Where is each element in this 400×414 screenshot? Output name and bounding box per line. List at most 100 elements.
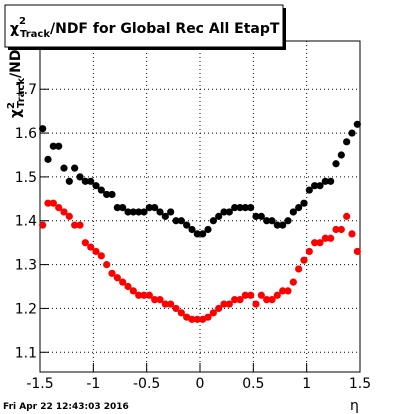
- data-point: [97, 252, 105, 260]
- data-point: [81, 177, 89, 185]
- data-point: [65, 177, 73, 185]
- data-point: [231, 296, 239, 304]
- data-point: [140, 291, 148, 299]
- data-point: [135, 208, 143, 216]
- data-point: [305, 247, 313, 256]
- footer-date: Fri Apr 22 12:43:03 2016: [3, 402, 129, 412]
- data-point: [343, 138, 351, 146]
- data-point: [199, 230, 207, 238]
- data-point: [268, 217, 276, 225]
- x-tick-label: 1: [302, 376, 311, 392]
- data-point: [108, 269, 116, 277]
- data-point: [119, 278, 127, 286]
- data-point: [55, 142, 63, 150]
- data-point: [305, 186, 313, 194]
- data-point: [300, 199, 308, 207]
- data-point: [113, 203, 121, 212]
- data-point: [300, 256, 308, 264]
- x-tick-label: 1.5: [349, 376, 371, 392]
- data-point: [177, 217, 185, 225]
- data-point: [348, 230, 356, 238]
- data-point: [220, 300, 228, 308]
- data-point: [71, 164, 79, 172]
- data-point: [252, 300, 260, 308]
- data-point: [204, 225, 212, 234]
- data-point: [247, 203, 255, 212]
- data-point: [167, 208, 175, 216]
- data-point: [129, 208, 137, 216]
- x-tick-label: -1: [86, 376, 100, 392]
- chart-title: χ2 Track/NDF for Global Rec All EtapT: [10, 16, 280, 40]
- data-point: [140, 208, 148, 216]
- data-point: [257, 212, 265, 220]
- data-point: [337, 225, 345, 234]
- data-point: [113, 274, 121, 282]
- data-point: [188, 315, 196, 323]
- data-point: [209, 217, 217, 225]
- data-point: [60, 164, 68, 172]
- data-point: [343, 212, 351, 220]
- data-point: [119, 203, 127, 212]
- data-point: [97, 186, 105, 194]
- data-point: [241, 203, 249, 212]
- data-point: [145, 291, 153, 299]
- data-point: [177, 309, 185, 317]
- data-point: [172, 304, 180, 313]
- data-point: [289, 208, 297, 216]
- title-box: [4, 4, 284, 48]
- data-point: [103, 190, 111, 199]
- x-tick-label: -1.5: [26, 376, 53, 392]
- data-point: [167, 300, 175, 308]
- data-point: [44, 155, 52, 163]
- data-point: [337, 151, 345, 159]
- data-point: [49, 199, 57, 207]
- y-tick-label: 1.7: [15, 82, 37, 98]
- data-point: [353, 247, 361, 256]
- data-point: [311, 239, 319, 247]
- data-point: [263, 217, 271, 225]
- data-point: [236, 203, 244, 212]
- data-point: [353, 120, 361, 128]
- y-tick-label: 1.6: [15, 126, 37, 142]
- data-point: [151, 296, 159, 304]
- data-point: [108, 190, 116, 199]
- data-point: [124, 282, 132, 291]
- data-point: [225, 208, 233, 216]
- data-point: [60, 208, 68, 216]
- x-tick-label: -0.5: [133, 376, 160, 392]
- data-point: [39, 125, 47, 133]
- data-point: [204, 313, 212, 321]
- data-point: [284, 287, 292, 295]
- data-point: [135, 291, 143, 299]
- data-point: [284, 217, 292, 225]
- data-point: [81, 239, 89, 247]
- data-point: [273, 221, 281, 229]
- y-tick-label: 1.3: [15, 258, 37, 274]
- data-point: [268, 296, 276, 304]
- y-tick-label: 1.2: [15, 301, 37, 317]
- y-tick-label: 1.4: [15, 214, 37, 230]
- data-point: [316, 182, 324, 190]
- data-point: [44, 199, 52, 207]
- data-point: [257, 291, 265, 299]
- data-point: [225, 300, 233, 308]
- data-point: [236, 296, 244, 304]
- data-point: [193, 230, 201, 238]
- data-point: [209, 309, 217, 317]
- data-point: [252, 212, 260, 220]
- data-point: [129, 287, 137, 295]
- data-point: [321, 234, 329, 242]
- data-point: [241, 291, 249, 299]
- data-point: [289, 278, 297, 286]
- data-point: [92, 247, 100, 256]
- data-point: [332, 160, 340, 168]
- data-point: [327, 234, 335, 242]
- data-point: [321, 177, 329, 185]
- data-point: [124, 208, 132, 216]
- data-point: [188, 225, 196, 234]
- data-point: [295, 265, 303, 273]
- data-point: [161, 212, 169, 220]
- data-point: [273, 291, 281, 299]
- data-point: [231, 203, 239, 212]
- data-point: [161, 300, 169, 308]
